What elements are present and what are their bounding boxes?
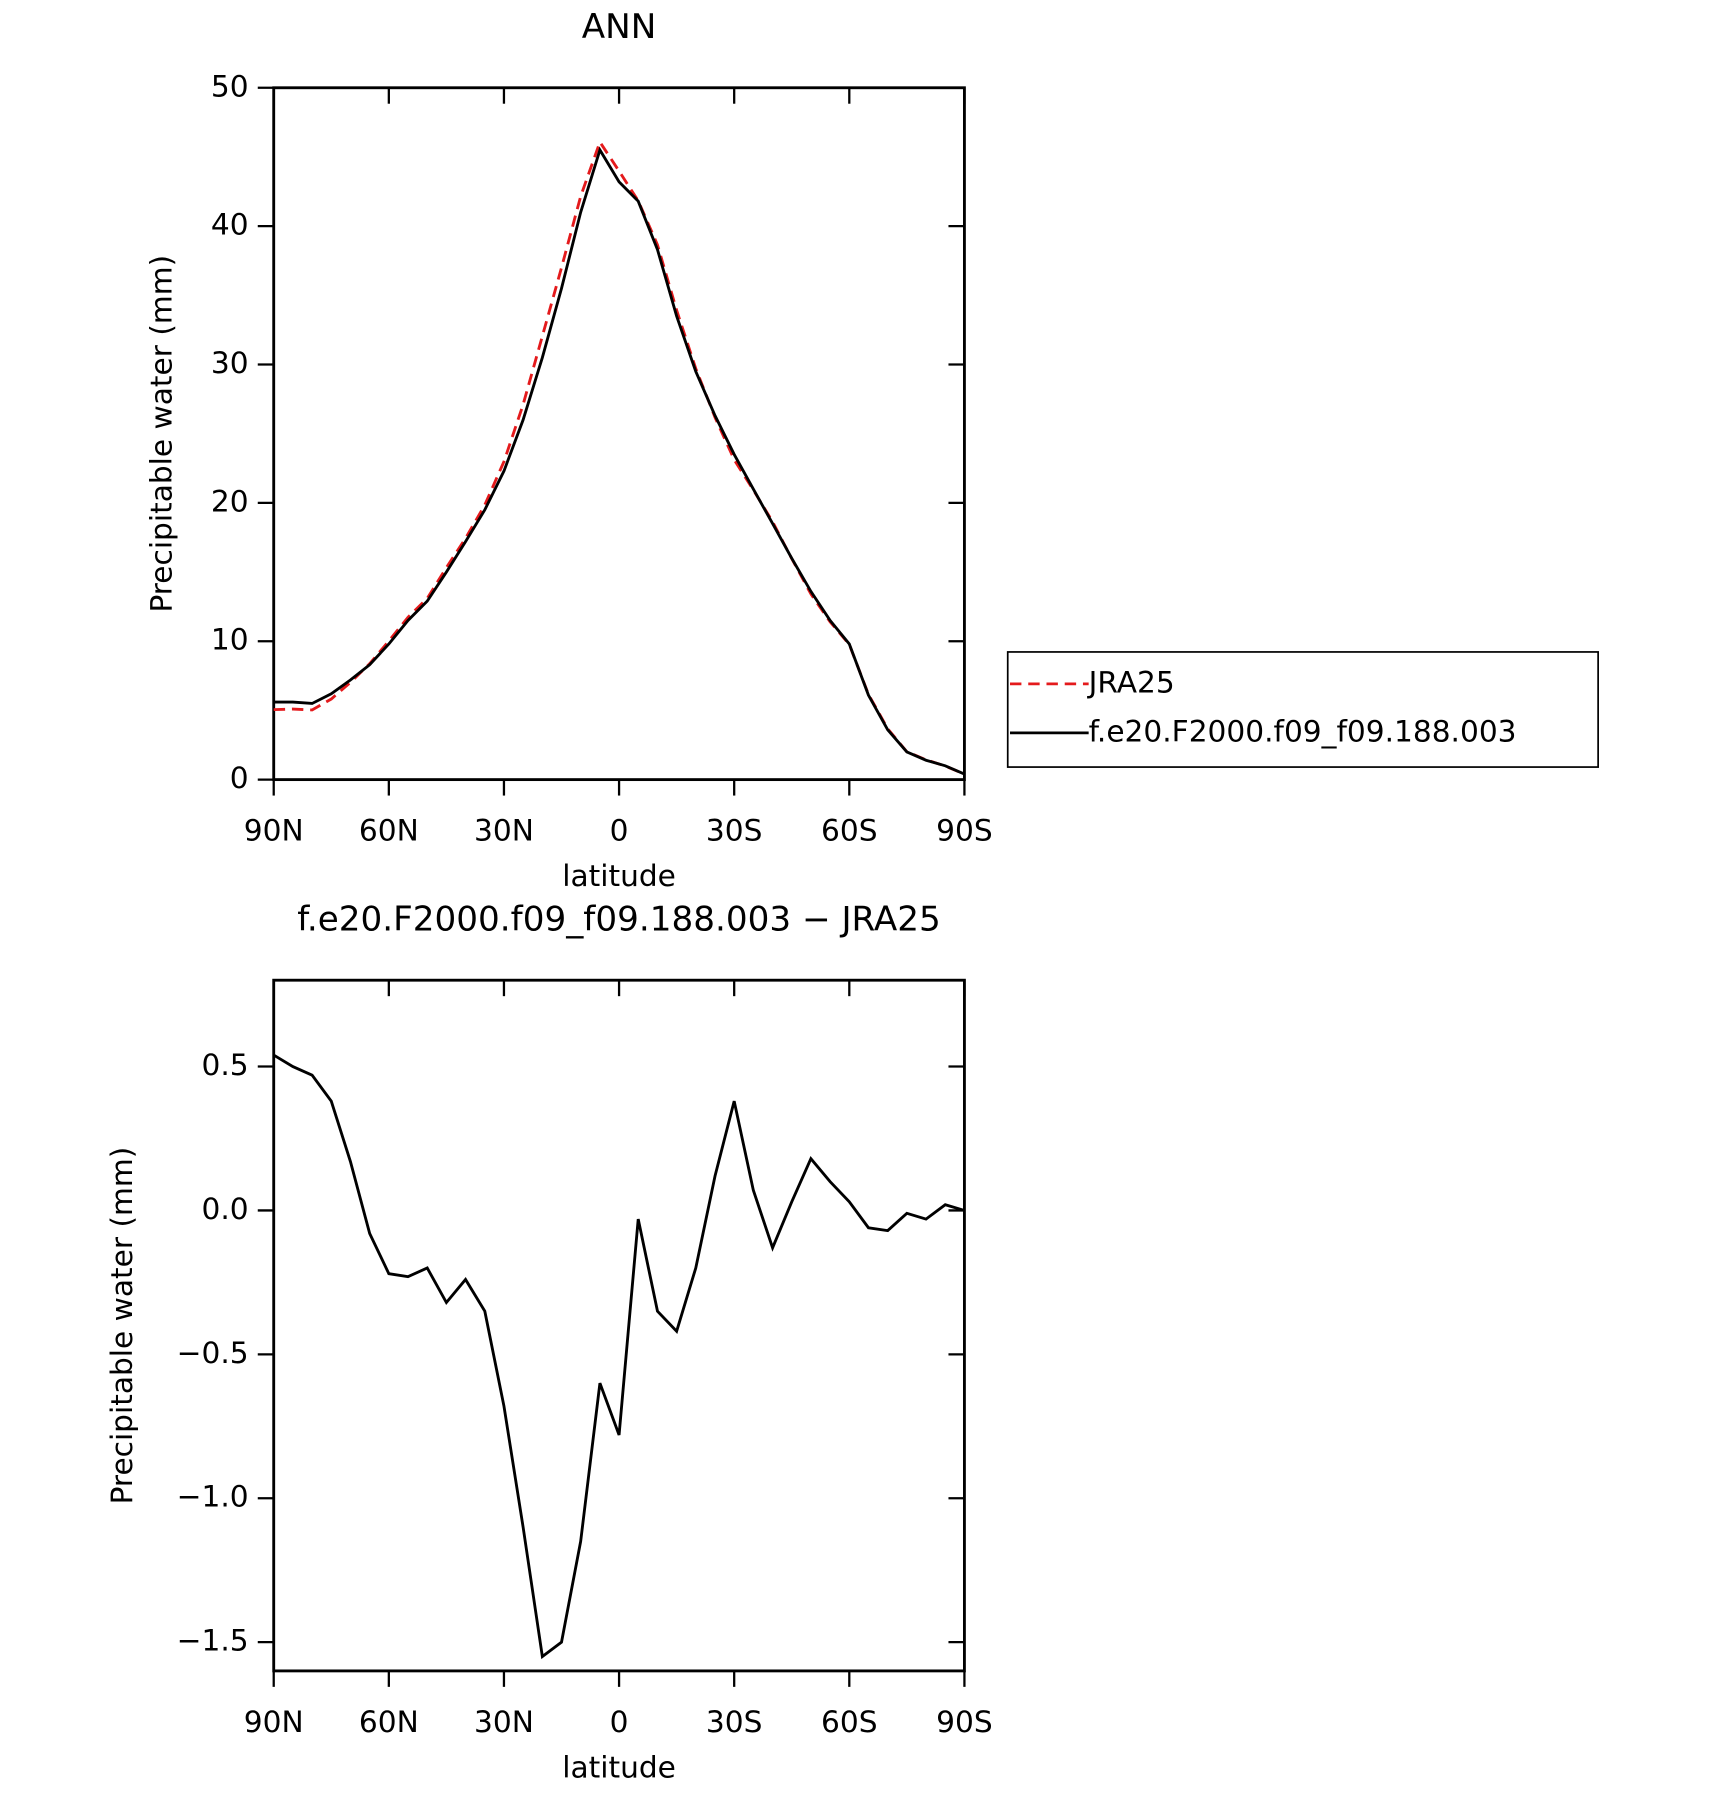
y-tick-label: 20 [211, 483, 249, 518]
x-tick-label: 0 [610, 1704, 629, 1739]
y-tick-label: 30 [211, 345, 249, 380]
y-tick-label: 0.0 [202, 1191, 249, 1226]
x-tick-label: 30N [474, 813, 534, 848]
x-tick-label: 60S [821, 1704, 878, 1739]
x-tick-label: 0 [610, 813, 629, 848]
y-tick-label: −1.5 [177, 1623, 249, 1658]
x-tick-label: 60S [821, 813, 878, 848]
x-tick-label: 90N [244, 813, 304, 848]
data-line [272, 1053, 965, 1660]
x-tick-label: 30S [706, 813, 763, 848]
data-line [273, 138, 965, 776]
y-tick-label: 40 [211, 207, 249, 242]
x-tick-label: 90S [936, 1704, 993, 1739]
y-axis-label: Precipitable water (mm) [104, 1147, 139, 1505]
x-tick-label: 30S [706, 1704, 763, 1739]
y-tick-label: −1.0 [177, 1479, 249, 1514]
x-tick-label: 90S [936, 813, 993, 848]
y-tick-label: −0.5 [177, 1335, 249, 1370]
x-tick-label: 60N [359, 1704, 419, 1739]
legend-box [1006, 651, 1599, 768]
y-axis-label: Precipitable water (mm) [144, 255, 179, 613]
x-tick-label: 30N [474, 1704, 534, 1739]
y-tick-label: 10 [211, 622, 249, 657]
data-line [273, 146, 965, 776]
x-axis-label: latitude [562, 1749, 676, 1784]
y-tick-label: 0 [230, 760, 249, 795]
chart-title: ANN [582, 7, 657, 47]
legend-label: f.e20.F2000.f09_f09.188.003 [1089, 713, 1517, 748]
x-axis-label: latitude [562, 858, 676, 893]
chart-title: f.e20.F2000.f09_f09.188.003 − JRA25 [297, 899, 940, 939]
x-tick-label: 90N [244, 1704, 304, 1739]
y-tick-label: 50 [211, 68, 249, 103]
y-tick-label: 0.5 [202, 1047, 249, 1082]
plot-frame [272, 978, 966, 1673]
x-tick-label: 60N [359, 813, 419, 848]
legend-label: JRA25 [1087, 664, 1175, 699]
